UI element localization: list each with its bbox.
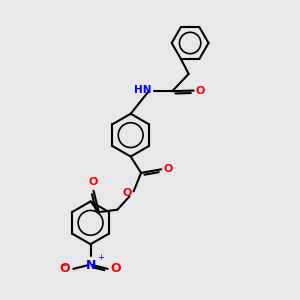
- Text: N: N: [86, 259, 97, 272]
- Text: O: O: [60, 262, 70, 275]
- Text: -: -: [62, 259, 67, 272]
- Text: O: O: [122, 188, 132, 198]
- Text: O: O: [88, 177, 98, 187]
- Text: +: +: [97, 254, 104, 262]
- Text: HN: HN: [134, 85, 152, 95]
- Text: O: O: [111, 262, 122, 275]
- Text: O: O: [164, 164, 173, 174]
- Text: O: O: [196, 85, 205, 96]
